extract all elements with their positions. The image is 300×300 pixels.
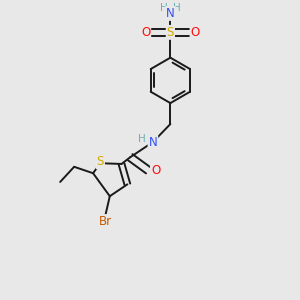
- Text: O: O: [141, 26, 150, 39]
- Text: N: N: [148, 136, 157, 148]
- Text: H: H: [173, 3, 181, 13]
- Text: S: S: [167, 26, 174, 39]
- Text: O: O: [190, 26, 200, 39]
- Text: N: N: [166, 7, 175, 20]
- Text: Br: Br: [99, 215, 112, 228]
- Text: H: H: [138, 134, 146, 144]
- Text: H: H: [160, 3, 168, 13]
- Text: S: S: [97, 155, 104, 168]
- Text: O: O: [151, 164, 160, 177]
